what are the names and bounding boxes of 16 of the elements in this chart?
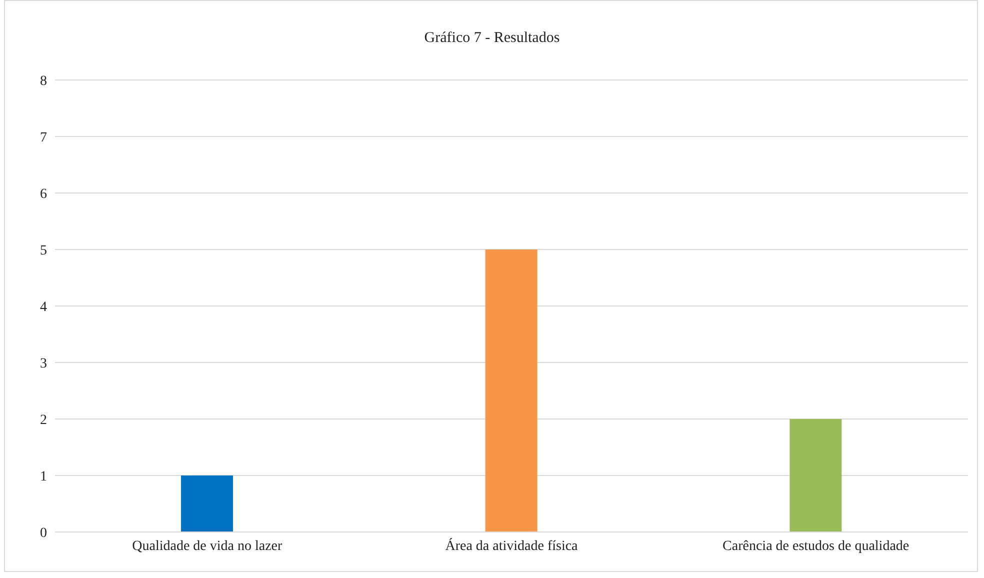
y-tick-label: 7 xyxy=(40,130,47,146)
y-tick-label: 8 xyxy=(40,74,47,89)
chart-title: Gráfico 7 - Resultados xyxy=(423,30,561,47)
bar xyxy=(790,419,842,532)
y-tick-label: 2 xyxy=(40,412,47,428)
bar xyxy=(181,476,233,532)
y-tick-label: 0 xyxy=(40,526,47,541)
bar xyxy=(485,250,538,532)
y-tick-label: 4 xyxy=(40,300,47,315)
x-tick-label: Área da atividade física xyxy=(445,536,579,554)
y-tick-label: 1 xyxy=(40,469,47,484)
y-tick-label: 3 xyxy=(40,356,47,372)
y-tick-label: 6 xyxy=(40,186,47,202)
y-tick-label: 5 xyxy=(40,243,47,258)
x-tick-label: Carência de estudos de qualidade xyxy=(722,538,910,554)
x-tick-label: Qualidade de vida no lazer xyxy=(132,538,283,554)
